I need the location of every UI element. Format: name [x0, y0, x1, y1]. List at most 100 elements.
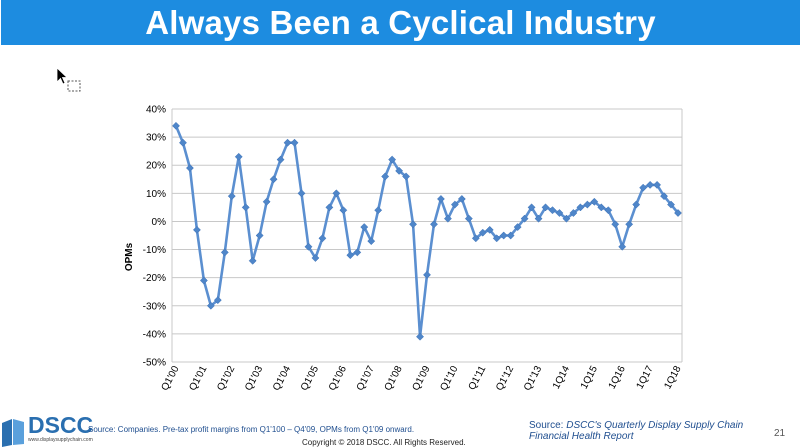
data-point-marker: [388, 155, 397, 164]
footer-copyright: Copyright © 2018 DSCC. All Rights Reserv…: [302, 438, 466, 447]
data-point-marker: [478, 228, 487, 237]
data-point-marker: [367, 237, 376, 246]
data-point-marker: [646, 180, 655, 189]
data-point-marker: [248, 256, 257, 265]
data-point-marker: [674, 209, 682, 217]
dscc-logo-icon: [2, 419, 24, 447]
data-point-marker: [576, 203, 585, 212]
data-point-marker: [534, 214, 543, 223]
data-point-marker: [255, 231, 264, 240]
data-point-marker: [297, 189, 306, 198]
data-point-marker: [555, 209, 564, 217]
y-tick-label: 0%: [152, 217, 167, 228]
y-tick-label: -40%: [143, 329, 166, 340]
data-point-marker: [485, 225, 494, 234]
data-point-marker: [213, 296, 222, 305]
data-point-marker: [409, 220, 418, 229]
opm-series-line: [174, 125, 680, 338]
data-point-marker: [597, 203, 606, 212]
data-point-marker: [436, 195, 445, 203]
y-tick-label: 10%: [146, 189, 166, 200]
data-point-marker: [527, 203, 536, 212]
data-point-marker: [346, 251, 355, 260]
data-point-marker: [471, 234, 480, 243]
data-point-marker: [569, 209, 578, 217]
x-tick-label: Q1'04: [271, 364, 293, 393]
series-line-group: [174, 125, 680, 338]
data-point-marker: [269, 175, 278, 184]
x-tick-label: Q1'05: [299, 364, 321, 393]
footer-source-report-title: DSCC's Quarterly Display Supply Chain Fi…: [529, 420, 744, 442]
x-tick-label: Q1'13: [522, 364, 544, 393]
x-tick-label: Q1'10: [438, 364, 460, 393]
data-point-marker: [506, 231, 515, 240]
data-point-marker: [632, 200, 641, 209]
data-point-marker: [450, 200, 459, 209]
data-point-marker: [199, 276, 208, 285]
data-point-marker: [304, 242, 313, 251]
data-point-marker: [262, 197, 271, 206]
x-axis-tick-labels: Q1'00 Q1'01 Q1'02 Q1'03 Q1'04 Q1'05 Q1'06 Q1'07…: [160, 364, 684, 393]
data-point-marker: [541, 203, 550, 212]
data-point-marker: [353, 248, 362, 257]
x-tick-label: 1Q16: [607, 364, 628, 391]
x-tick-label: 1Q18: [662, 364, 683, 391]
data-point-marker: [172, 121, 180, 130]
data-point-marker: [430, 220, 438, 229]
y-tick-label: -10%: [143, 245, 166, 256]
data-point-marker: [339, 206, 348, 215]
data-point-marker: [653, 180, 662, 189]
x-tick-label: Q1'12: [494, 364, 516, 393]
x-tick-label: Q1'07: [355, 364, 377, 393]
x-tick-label: Q1'09: [411, 364, 433, 393]
data-point-marker: [590, 197, 599, 206]
y-axis-tick-labels: 40% 30% 20% 10% 0% -10% -20% -30% -40% -50%: [143, 105, 166, 369]
data-point-marker: [457, 195, 466, 203]
y-tick-label: 20%: [146, 161, 166, 172]
logo-url: www.displaysupplychain.com: [28, 437, 93, 443]
data-point-marker: [192, 225, 201, 234]
title-bar: Always Been a Cyclical Industry: [1, 0, 800, 45]
data-point-marker: [318, 234, 327, 243]
data-point-marker: [179, 138, 187, 147]
data-point-marker: [513, 223, 522, 232]
footer-source-note: Source: Companies. Pre-tax profit margin…: [88, 425, 415, 434]
data-point-marker: [660, 192, 669, 201]
data-point-marker: [325, 203, 334, 212]
data-point-marker: [604, 206, 613, 215]
data-point-marker: [311, 254, 320, 262]
data-point-marker: [395, 166, 404, 175]
data-point-marker: [234, 152, 243, 161]
data-point-marker: [416, 332, 424, 341]
x-tick-label: Q1'03: [243, 364, 265, 393]
y-tick-label: -20%: [143, 273, 166, 284]
y-tick-label: -30%: [143, 301, 166, 312]
data-point-marker: [283, 138, 292, 147]
data-point-marker: [276, 155, 285, 164]
data-point-marker: [227, 192, 236, 201]
data-point-marker: [492, 234, 501, 243]
footer-source-prefix: Source:: [529, 420, 567, 431]
data-point-marker: [499, 231, 508, 240]
data-point-marker: [206, 301, 215, 310]
footer-source-report: Source: DSCC's Quarterly Display Supply …: [529, 420, 759, 442]
data-point-marker: [562, 214, 571, 223]
data-point-marker: [423, 270, 431, 279]
x-tick-label: 1Q14: [551, 364, 572, 391]
data-point-marker: [332, 189, 341, 198]
data-point-marker: [464, 214, 473, 223]
logo-wordmark: DSCC: [28, 412, 94, 438]
data-point-marker: [220, 248, 229, 257]
data-point-marker: [443, 214, 452, 223]
page-number: 21: [774, 428, 786, 439]
opm-line-chart: 40%30%20%10%0%-10%-20%-30%-40%-50% Q1'00…: [124, 105, 684, 393]
data-point-marker: [548, 206, 557, 215]
data-point-marker: [520, 214, 529, 223]
x-tick-label: Q1'02: [215, 364, 237, 393]
data-point-marker: [639, 183, 648, 192]
y-tick-label: -50%: [143, 358, 166, 369]
data-point-marker: [360, 223, 369, 232]
data-point-marker: [583, 200, 592, 209]
data-point-marker: [381, 172, 390, 181]
data-point-marker: [618, 242, 627, 251]
